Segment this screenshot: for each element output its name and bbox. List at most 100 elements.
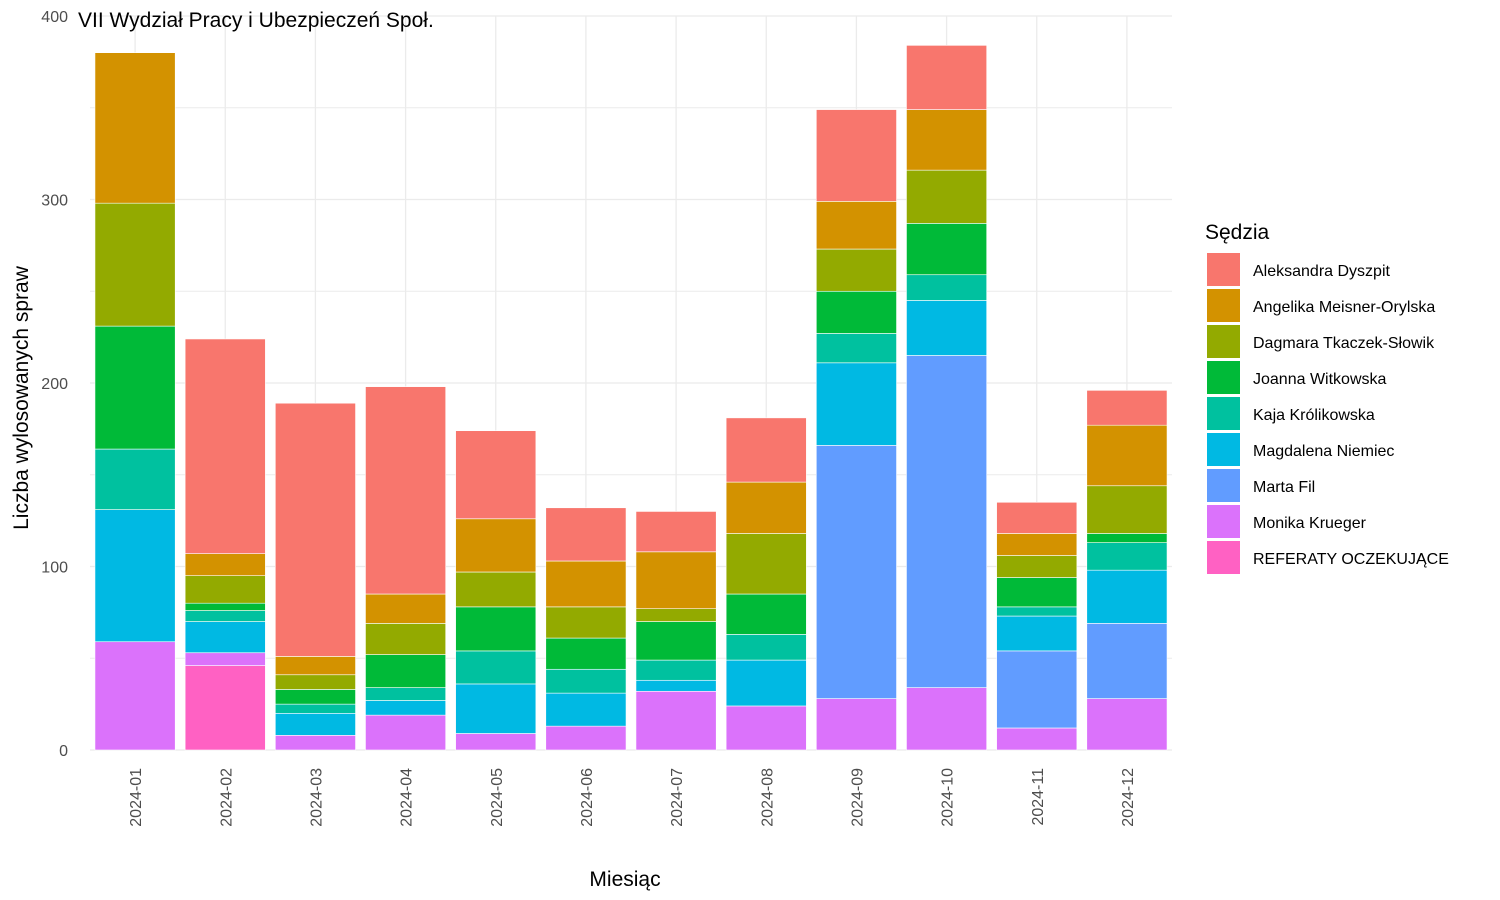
legend-swatch <box>1207 397 1240 430</box>
bar-segment <box>635 621 717 661</box>
bar-segment <box>725 417 807 483</box>
bar-segment <box>365 623 447 655</box>
bar-segment <box>1086 390 1168 426</box>
bar-segment <box>906 109 988 171</box>
x-tick-label: 2024-02 <box>218 768 235 827</box>
bar-segment <box>1086 485 1168 534</box>
bar-segment <box>996 577 1078 608</box>
bar-segment <box>545 560 627 608</box>
legend-label: Aleksandra Dyszpit <box>1253 263 1391 280</box>
bar-segment <box>184 575 266 604</box>
y-tick-label: 0 <box>59 743 68 760</box>
legend-label: Angelika Meisner-Orylska <box>1253 299 1435 316</box>
bar-segment <box>996 615 1078 652</box>
bar-segment <box>455 683 537 734</box>
x-tick-label: 2024-10 <box>940 768 957 827</box>
bar-segment <box>635 551 717 610</box>
x-tick-label: 2024-09 <box>849 768 866 827</box>
x-tick-label: 2024-01 <box>128 768 145 827</box>
bar-segment <box>94 202 176 327</box>
bar-segment <box>725 659 807 707</box>
legend-swatch <box>1207 253 1240 286</box>
bar-segment <box>906 687 988 751</box>
bar-segment <box>906 274 988 301</box>
bar-segment <box>815 201 897 250</box>
bar-segment <box>274 712 356 736</box>
legend-title: Sędzia <box>1205 221 1270 244</box>
bar-segment <box>94 52 176 204</box>
bar-segment <box>545 606 627 639</box>
bar-segment <box>365 386 447 595</box>
bar-segment <box>274 656 356 676</box>
bar-segment <box>906 355 988 688</box>
legend-label: Dagmara Tkaczek-Słowik <box>1253 335 1435 352</box>
bar-segment <box>815 109 897 202</box>
x-tick-label: 2024-12 <box>1120 768 1137 827</box>
legend-swatch <box>1207 469 1240 502</box>
x-axis-title: Miesiąc <box>589 868 660 891</box>
bar-segment <box>94 641 176 751</box>
bar-segment <box>635 690 717 751</box>
chart-title: VII Wydział Pracy i Ubezpieczeń Społ. <box>78 9 434 32</box>
bar-segment <box>184 665 266 751</box>
bar-segment <box>184 621 266 654</box>
bar-segment <box>184 338 266 554</box>
bar-segment <box>184 610 266 622</box>
bar-segment <box>1086 424 1168 487</box>
x-tick-label: 2024-08 <box>759 768 776 827</box>
bar-segment <box>996 501 1078 534</box>
bar-segment <box>274 402 356 657</box>
bar-segment <box>815 445 897 699</box>
x-tick-label: 2024-11 <box>1030 768 1047 826</box>
bar-segment <box>545 507 627 562</box>
legend: Sędzia Aleksandra Dyszpit Angelika Meisne… <box>1205 221 1449 574</box>
bar-segment <box>725 481 807 534</box>
y-axis-ticks: 0 100 200 300 400 <box>41 9 68 760</box>
bar-segment <box>996 606 1078 617</box>
bar-segment <box>455 430 537 520</box>
bar-segment <box>1086 569 1168 624</box>
legend-swatch <box>1207 541 1240 574</box>
bar-segment <box>545 668 627 694</box>
bar-segment <box>274 735 356 751</box>
bar-segment <box>815 290 897 334</box>
legend-label: Joanna Witkowska <box>1253 371 1386 388</box>
bar-segment <box>996 533 1078 556</box>
x-tick-label: 2024-03 <box>308 768 325 827</box>
y-tick-label: 100 <box>41 560 68 577</box>
bar-segment <box>184 553 266 576</box>
bar-segment <box>725 705 807 751</box>
bar-segment <box>1086 542 1168 571</box>
bar-segment <box>635 679 717 692</box>
x-tick-label: 2024-04 <box>399 768 416 827</box>
bar-segment <box>455 733 537 751</box>
legend-label: Magdalena Niemiec <box>1253 443 1394 460</box>
bar-segment <box>815 698 897 751</box>
bar-segment <box>365 700 447 716</box>
legend-swatch <box>1207 505 1240 538</box>
bar-segment <box>725 593 807 635</box>
bar-segment <box>996 555 1078 578</box>
x-tick-label: 2024-06 <box>579 768 596 827</box>
bar-segment <box>184 602 266 611</box>
bar-segment <box>545 637 627 670</box>
bar-segment <box>184 652 266 666</box>
bar-segment <box>365 654 447 688</box>
y-tick-label: 400 <box>41 9 68 26</box>
bar-segment <box>455 606 537 652</box>
bar-segment <box>365 687 447 701</box>
bar-segment <box>635 608 717 622</box>
y-tick-label: 200 <box>41 376 68 393</box>
legend-swatch <box>1207 325 1240 358</box>
legend-label: REFERATY OCZEKUJĄCE <box>1253 551 1449 568</box>
bar-segment <box>725 634 807 661</box>
bar-segment <box>906 169 988 224</box>
bar-segment <box>1086 533 1168 543</box>
bar-segment <box>274 689 356 705</box>
legend-swatch <box>1207 361 1240 394</box>
bar-segment <box>815 333 897 364</box>
bar-segment <box>815 362 897 446</box>
bar-segment <box>635 659 717 681</box>
bar-segment <box>906 223 988 276</box>
x-tick-label: 2024-07 <box>669 768 686 827</box>
